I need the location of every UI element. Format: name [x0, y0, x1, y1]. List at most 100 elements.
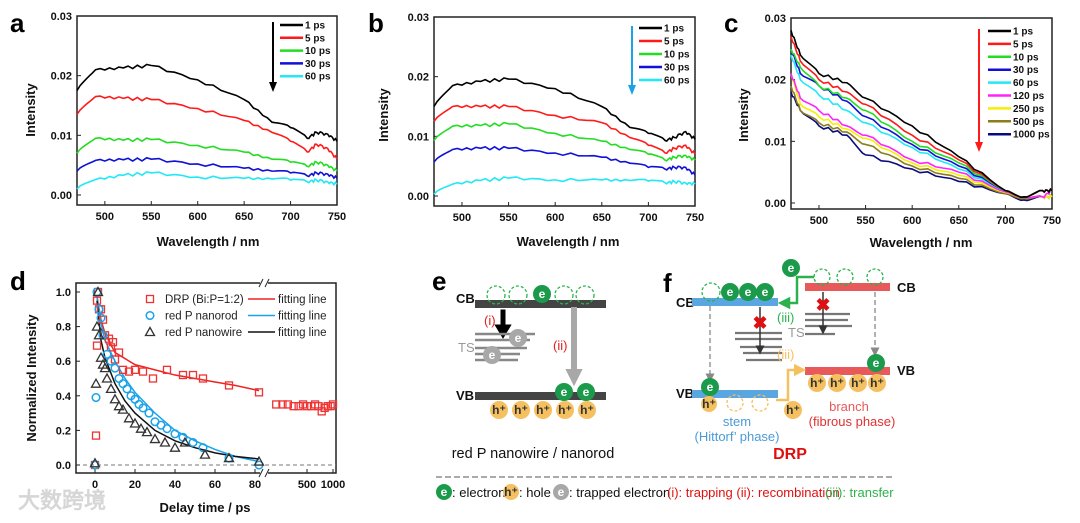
branch-conduction-band: [805, 283, 890, 291]
hole-transfer-arrow: [776, 363, 807, 402]
hole-symbol: h⁺: [514, 403, 528, 417]
data-point-circle: [96, 313, 106, 323]
empty-electron-sites: [813, 268, 884, 286]
xlabel-d: Delay time / ps: [159, 500, 250, 515]
hole-icon: h⁺: [534, 401, 552, 419]
legend-label: DRP (Bi:P=1:2): [165, 294, 244, 306]
x-tick-label: 20: [129, 479, 141, 491]
xlabel-c: Wavelength / nm: [870, 235, 973, 250]
y-tick-label: 0.00: [765, 198, 786, 210]
y-tick-label: 0.02: [408, 72, 429, 84]
electron-icon: e: [721, 283, 739, 301]
data-point-square: [328, 400, 338, 409]
fit-line-2: [96, 300, 260, 460]
data-point-triangle: [179, 436, 191, 447]
trapped-electron-icon: e: [553, 484, 569, 500]
data-point-square: [162, 365, 172, 375]
y-tick-label: 0.00: [51, 190, 72, 202]
recombination-arrow: [565, 307, 583, 387]
x-tick-label: 500: [96, 211, 114, 223]
data-point-triangle: [199, 448, 211, 459]
ylabel-a: Intensity: [23, 83, 38, 137]
y-tick-label: 0.02: [51, 71, 72, 83]
stem-cb-label: CB: [676, 295, 695, 310]
legend-label: red P nanorod: [165, 311, 238, 323]
y-tick-label: 0.01: [765, 136, 786, 148]
fit-line-0: [96, 297, 260, 392]
step-iii-green-label: (iii): [777, 310, 794, 325]
hole-symbol: h⁺: [830, 376, 844, 390]
series-line-1ps: [76, 63, 338, 142]
y-tick-label: 1.0: [56, 287, 71, 299]
data-point-circle: [144, 408, 154, 418]
data-point-square: [278, 400, 287, 409]
data-point-triangle: [90, 377, 102, 388]
xlabel-b: Wavelength / nm: [517, 234, 620, 249]
series-line-5ps: [433, 104, 696, 155]
x-tick-label: 500: [298, 479, 316, 491]
empty-electron-site: [701, 282, 721, 302]
data-point-circle: [106, 356, 116, 366]
x-tick-label: 500: [810, 215, 828, 227]
data-point-square: [198, 374, 208, 383]
hole-icon: h⁺: [503, 484, 519, 500]
data-point-circle: [170, 429, 180, 439]
x-tick-label: 650: [235, 211, 253, 223]
electron-icon: e: [436, 484, 452, 500]
legend-label: 1 ps: [305, 21, 325, 32]
legend-label: 30 ps: [1013, 65, 1039, 76]
data-point-square: [91, 431, 101, 440]
data-point-square: [289, 402, 298, 411]
hole-symbol: h⁺: [851, 376, 865, 390]
legend-transfer: (iii): transfer: [825, 485, 894, 500]
legend-electron: : electron: [452, 485, 505, 500]
hole-symbol: h⁺: [536, 403, 550, 417]
step-ii-label: (ii): [553, 338, 567, 353]
x-tick-label: 500: [453, 212, 471, 224]
electron-symbol: e: [788, 261, 795, 275]
data-point-square: [98, 315, 108, 324]
y-tick-label: 0.6: [56, 356, 71, 368]
hole-symbol: h⁺: [870, 376, 884, 390]
data-point-square: [108, 338, 118, 347]
blocked-x-icon: ✖: [752, 313, 767, 333]
hole-icon: h⁺: [828, 374, 846, 392]
series-line-5ps: [76, 95, 338, 160]
data-point-square: [254, 388, 264, 397]
hole-symbol: h⁺: [504, 485, 518, 499]
data-point-triangle: [141, 426, 153, 437]
legend-label: 30 ps: [305, 59, 331, 70]
y-tick-label: 0.02: [765, 75, 786, 87]
legend-trapped: : trapped electron: [569, 485, 670, 500]
step-iii-yellow-label: (iii): [777, 347, 794, 362]
x-tick-label: 700: [281, 211, 299, 223]
data-point-circle: [91, 392, 101, 403]
legend-label: 10 ps: [305, 46, 331, 57]
cb-label: CB: [456, 291, 475, 306]
x-tick-label: 650: [593, 212, 611, 224]
data-point-circle: [162, 424, 172, 434]
panel-label-d: d: [10, 266, 26, 296]
hole-icon: h⁺: [556, 401, 574, 419]
chart-c: 500 550 600 650 700 750 0.00 0.01 0.02 0.03 1 ps5 …: [765, 13, 1062, 227]
data-point-circle: [94, 304, 104, 314]
axis-break-gap: [260, 470, 268, 477]
hole-icon: h⁺: [868, 374, 886, 392]
hole-symbol: h⁺: [580, 403, 594, 417]
diagram-e: CB e (i) TS e e (ii) VB e e h⁺ h⁺ h⁺ h⁺ …: [452, 285, 614, 462]
electron-icon: e: [555, 383, 573, 401]
conduction-band: [475, 300, 606, 308]
chart-d: 0 20 40 60 80 500 1000 0.0 0.2 0.4 0.6 0.8 1.0 DRP (B…: [56, 278, 345, 491]
x-tick-label: 700: [639, 212, 657, 224]
legend-label: 1 ps: [664, 24, 684, 35]
data-point-triangle: [129, 417, 141, 428]
empty-hole-sites: [726, 394, 769, 412]
x-tick-label: 60: [209, 479, 221, 491]
legend-trapping-recombination: (i): trapping (ii): recombination: [667, 485, 840, 500]
data-point-circle: [114, 373, 124, 384]
x-tick-label: 80: [249, 479, 261, 491]
legend-label: 5 ps: [305, 33, 325, 44]
x-tick-label: 550: [142, 211, 160, 223]
legend-label: 60 ps: [305, 72, 331, 83]
